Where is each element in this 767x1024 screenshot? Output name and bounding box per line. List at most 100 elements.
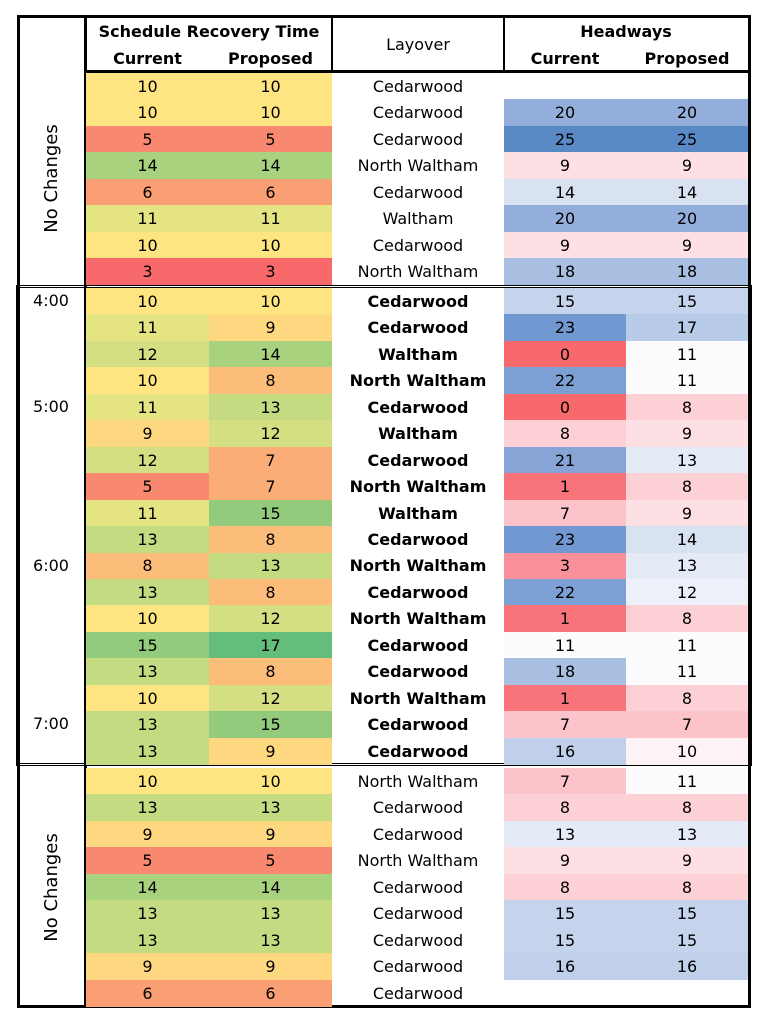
layover-cell: Cedarwood [372, 957, 464, 977]
layover-cell: Cedarwood [367, 530, 469, 550]
headway-current-cell: 15 [504, 926, 626, 954]
recovery-proposed-cell: 5 [209, 847, 332, 875]
recovery-right-rule [331, 15, 333, 73]
layover-cell: Waltham [378, 424, 458, 444]
recovery-proposed-cell: 14 [209, 873, 332, 901]
layover-cell: North Waltham [349, 688, 487, 708]
headway-proposed-cell: 14 [626, 526, 748, 553]
layover-cell: Cedarwood [367, 450, 469, 470]
recovery-proposed-cell: 13 [209, 552, 332, 580]
recovery-proposed-cell: 3 [209, 258, 332, 286]
recovery-current-header: Current [113, 48, 182, 68]
recovery-proposed-cell: 8 [209, 526, 332, 553]
layover-cell: Cedarwood [367, 715, 469, 735]
layover-right-rule [503, 15, 505, 73]
layover-cell: Cedarwood [367, 741, 469, 761]
recovery-current-cell: 10 [86, 768, 209, 795]
headway-current-cell: 3 [504, 552, 626, 580]
layover-cell: Cedarwood [372, 904, 464, 924]
recovery-current-cell: 13 [86, 658, 209, 686]
layover-cell: Cedarwood [367, 635, 469, 655]
recovery-current-cell: 9 [86, 953, 209, 981]
headway-current-cell: 9 [504, 231, 626, 259]
layover-cell: North Waltham [357, 262, 479, 282]
headway-current-cell: 7 [504, 499, 626, 527]
headway-current-cell: 16 [504, 953, 626, 981]
headway-proposed-cell: 20 [626, 99, 748, 127]
header-bottom-rule [86, 70, 749, 73]
headway-proposed-cell: 8 [626, 393, 748, 421]
recovery-proposed-cell: 10 [209, 288, 332, 315]
headway-current-cell: 8 [504, 794, 626, 822]
recovery-proposed-cell: 12 [209, 605, 332, 633]
recovery-current-cell: 6 [86, 979, 209, 1007]
recovery-current-cell: 12 [86, 446, 209, 474]
recovery-proposed-cell: 5 [209, 125, 332, 153]
bottom-section-label: No Changes [40, 832, 62, 942]
headway-proposed-cell: 18 [626, 258, 748, 286]
recovery-current-cell: 6 [86, 178, 209, 206]
recovery-proposed-cell: 13 [209, 926, 332, 954]
recovery-proposed-cell: 10 [209, 73, 332, 100]
headway-proposed-cell: 9 [626, 231, 748, 259]
recovery-proposed-cell: 14 [209, 152, 332, 180]
headway-proposed-cell: 13 [626, 446, 748, 474]
headway-current-cell: 20 [504, 99, 626, 127]
recovery-current-cell: 11 [86, 393, 209, 421]
headway-current-cell: 11 [504, 631, 626, 659]
headway-proposed-cell: 15 [626, 926, 748, 954]
recovery-current-cell: 14 [86, 152, 209, 180]
recovery-current-cell: 10 [86, 231, 209, 259]
headway-current-cell: 18 [504, 258, 626, 286]
recovery-current-cell: 9 [86, 820, 209, 848]
recovery-current-cell: 13 [86, 737, 209, 765]
layover-cell: North Waltham [357, 771, 479, 791]
headway-proposed-cell: 11 [626, 367, 748, 395]
headways-current-header: Current [530, 48, 600, 68]
headway-proposed-cell: 8 [626, 605, 748, 633]
headway-proposed-cell: 17 [626, 314, 748, 342]
layover-cell: Cedarwood [367, 662, 469, 682]
recovery-current-cell: 11 [86, 205, 209, 233]
headway-current-cell: 9 [504, 847, 626, 875]
layover-cell: Cedarwood [367, 318, 469, 338]
headway-proposed-cell: 8 [626, 794, 748, 822]
recovery-proposed-cell: 12 [209, 684, 332, 712]
recovery-proposed-cell: 11 [209, 205, 332, 233]
headway-current-cell: 0 [504, 393, 626, 421]
headway-proposed-cell: 25 [626, 125, 748, 153]
recovery-current-cell: 10 [86, 73, 209, 100]
headway-current-cell: 14 [504, 178, 626, 206]
recovery-proposed-cell: 17 [209, 631, 332, 659]
headway-proposed-cell: 15 [626, 900, 748, 928]
layover-cell: North Waltham [349, 609, 487, 629]
headway-proposed-cell: 15 [626, 288, 748, 315]
headway-proposed-cell: 13 [626, 552, 748, 580]
headway-current-cell: 16 [504, 737, 626, 765]
headway-current-cell: 7 [504, 768, 626, 795]
layover-cell: Cedarwood [372, 235, 464, 255]
headway-current-cell: 8 [504, 873, 626, 901]
headway-current-cell: 22 [504, 367, 626, 395]
recovery-proposed-cell: 15 [209, 499, 332, 527]
headway-proposed-cell: 9 [626, 420, 748, 448]
layover-cell: North Waltham [349, 477, 487, 497]
recovery-proposed-cell: 12 [209, 420, 332, 448]
layover-cell: Cedarwood [372, 182, 464, 202]
recovery-current-cell: 14 [86, 873, 209, 901]
layover-cell: Cedarwood [372, 930, 464, 950]
headway-current-cell: 23 [504, 314, 626, 342]
layover-cell: North Waltham [349, 371, 487, 391]
headway-current-cell: 0 [504, 340, 626, 368]
headway-proposed-cell: 8 [626, 473, 748, 501]
headway-proposed-cell: 13 [626, 820, 748, 848]
headway-current-cell: 15 [504, 288, 626, 315]
headway-proposed-cell: 14 [626, 178, 748, 206]
recovery-proposed-cell: 7 [209, 473, 332, 501]
layover-cell: Cedarwood [372, 129, 464, 149]
top-section-label: No Changes [40, 123, 62, 233]
layover-cell: Cedarwood [372, 983, 464, 1003]
layover-cell: Waltham [378, 503, 458, 523]
layover-header: Layover [386, 35, 450, 54]
